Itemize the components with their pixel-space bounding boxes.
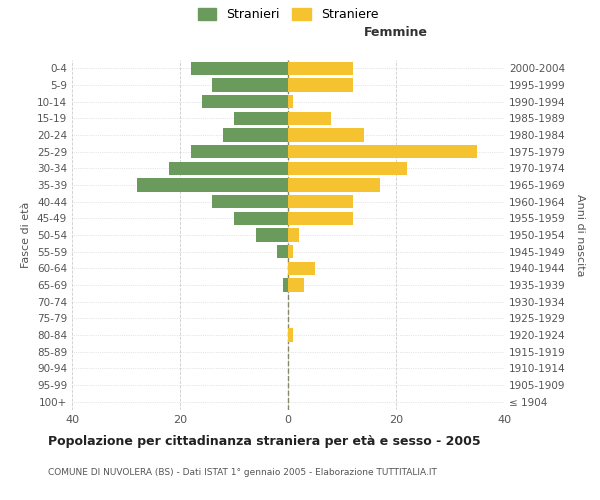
Bar bbox=[234, 112, 288, 125]
Bar bbox=[288, 178, 380, 192]
Bar bbox=[212, 78, 288, 92]
Bar bbox=[288, 278, 304, 291]
Bar bbox=[212, 195, 288, 208]
Bar bbox=[288, 228, 299, 241]
Legend: Stranieri, Straniere: Stranieri, Straniere bbox=[193, 4, 383, 26]
Text: Popolazione per cittadinanza straniera per età e sesso - 2005: Popolazione per cittadinanza straniera p… bbox=[48, 435, 481, 448]
Bar bbox=[288, 245, 293, 258]
Bar bbox=[288, 128, 364, 141]
Bar bbox=[137, 178, 288, 192]
Bar bbox=[288, 212, 353, 225]
Bar bbox=[169, 162, 288, 175]
Bar bbox=[288, 95, 293, 108]
Bar bbox=[277, 245, 288, 258]
Bar bbox=[288, 78, 353, 92]
Bar bbox=[288, 162, 407, 175]
Text: COMUNE DI NUVOLERA (BS) - Dati ISTAT 1° gennaio 2005 - Elaborazione TUTTITALIA.I: COMUNE DI NUVOLERA (BS) - Dati ISTAT 1° … bbox=[48, 468, 437, 477]
Bar bbox=[234, 212, 288, 225]
Bar bbox=[288, 262, 315, 275]
Y-axis label: Anni di nascita: Anni di nascita bbox=[575, 194, 585, 276]
Y-axis label: Fasce di età: Fasce di età bbox=[22, 202, 31, 268]
Bar bbox=[191, 145, 288, 158]
Bar bbox=[288, 62, 353, 75]
Bar bbox=[256, 228, 288, 241]
Bar bbox=[202, 95, 288, 108]
Bar bbox=[223, 128, 288, 141]
Bar bbox=[288, 328, 293, 342]
Bar bbox=[191, 62, 288, 75]
Bar bbox=[283, 278, 288, 291]
Bar bbox=[288, 112, 331, 125]
Bar bbox=[288, 145, 477, 158]
Text: Femmine: Femmine bbox=[364, 26, 428, 39]
Bar bbox=[288, 195, 353, 208]
